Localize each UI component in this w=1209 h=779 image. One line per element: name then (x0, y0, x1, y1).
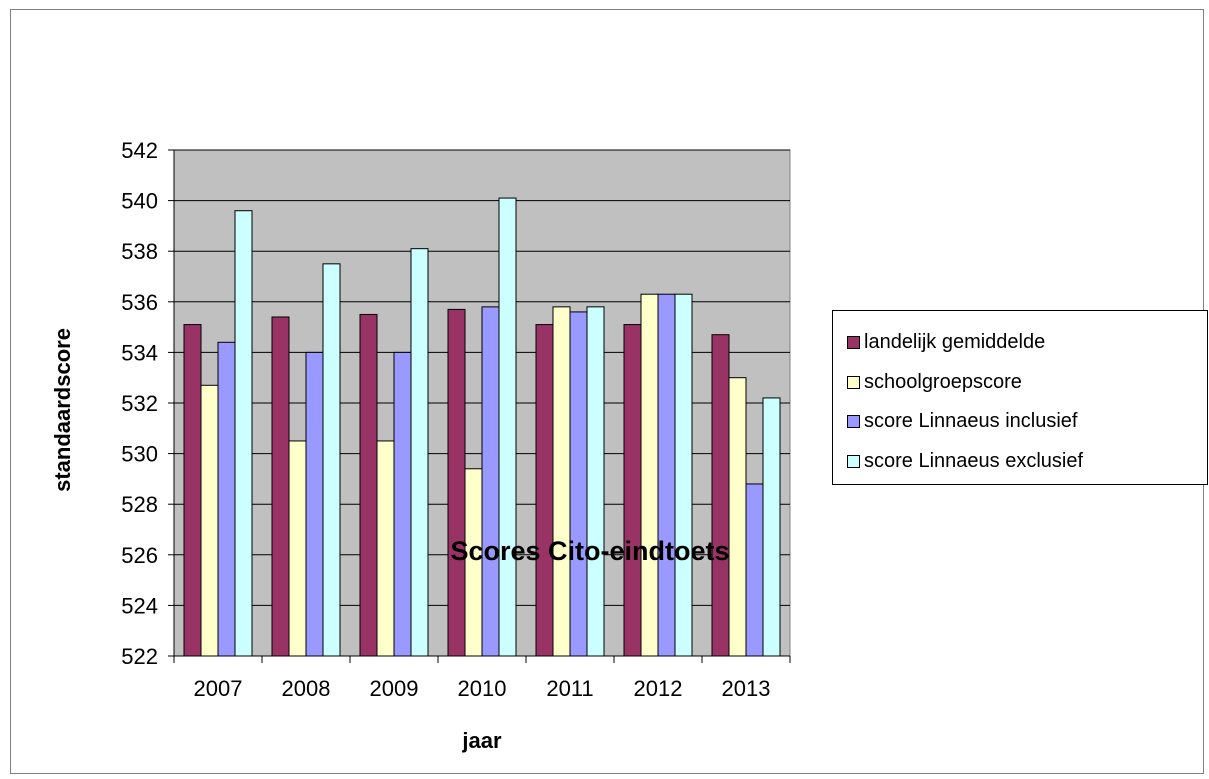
x-tick-label: 2012 (634, 676, 683, 701)
legend-item: landelijk gemiddelde (847, 323, 1207, 363)
legend-item: score Linnaeus exclusief (847, 442, 1207, 482)
bar (410, 248, 429, 657)
y-tick-label: 540 (121, 189, 158, 214)
y-tick-label: 536 (121, 290, 158, 315)
legend-swatch (847, 454, 860, 468)
legend-label: schoolgroepscore (864, 370, 1022, 393)
bar (393, 351, 412, 657)
y-tick-label: 524 (121, 593, 158, 618)
legend-swatch (847, 336, 860, 350)
legend-label: score Linnaeus inclusief (864, 410, 1078, 433)
bar (481, 306, 500, 657)
x-tick-label: 2011 (546, 676, 593, 701)
x-tick-label: 2009 (370, 676, 419, 701)
bar (234, 210, 253, 657)
legend-item: schoolgroepscore (847, 363, 1207, 403)
bar (447, 308, 466, 657)
bar (288, 440, 307, 657)
y-tick-label: 522 (121, 644, 158, 669)
bar (498, 197, 517, 657)
bar (271, 316, 290, 657)
bars (183, 197, 781, 657)
bar (217, 341, 236, 657)
legend-label: score Linnaeus exclusief (864, 449, 1084, 472)
y-axis-title: standaardscore (50, 328, 75, 492)
bar (569, 311, 588, 657)
y-tick-label: 532 (121, 391, 158, 416)
bar (674, 293, 693, 657)
bar (376, 440, 395, 657)
y-tick-labels: 542 540 538 536 534 532 530 528 526 524 522 (121, 138, 158, 669)
bar (657, 293, 676, 657)
bar (535, 324, 554, 657)
x-tick-label: 2008 (282, 676, 331, 701)
x-tick-label: 2013 (722, 676, 771, 701)
bar (183, 324, 202, 657)
bar (640, 293, 659, 657)
bar (322, 263, 341, 657)
bar (586, 306, 605, 657)
bar (623, 324, 642, 657)
bar (762, 397, 781, 657)
y-tick-label: 528 (121, 492, 158, 517)
bar (305, 351, 324, 657)
x-tick-labels: 2007 2008 2009 2010 2011 2012 2013 (194, 676, 771, 701)
y-tick-label: 530 (121, 442, 158, 467)
legend-swatch (847, 415, 860, 429)
bar (728, 377, 747, 657)
bar (711, 334, 730, 657)
bar (200, 384, 219, 657)
y-tick-label: 526 (121, 543, 158, 568)
axes (168, 149, 791, 663)
y-tick-label: 538 (121, 239, 158, 264)
bar (745, 483, 764, 657)
legend-item: score Linnaeus inclusief (847, 402, 1207, 442)
legend: landelijk gemiddelde schoolgroepscore scor… (832, 310, 1208, 485)
bar (359, 313, 378, 657)
bar (552, 306, 571, 657)
chart-title: Scores Cito-eindtoets (450, 536, 729, 566)
x-tick-label: 2007 (194, 676, 243, 701)
x-axis-title: jaar (461, 728, 502, 753)
legend-label: landelijk gemiddelde (864, 331, 1046, 354)
y-tick-label: 534 (121, 340, 158, 365)
y-tick-label: 542 (121, 138, 158, 163)
legend-swatch (847, 375, 860, 389)
x-tick-label: 2010 (458, 676, 507, 701)
